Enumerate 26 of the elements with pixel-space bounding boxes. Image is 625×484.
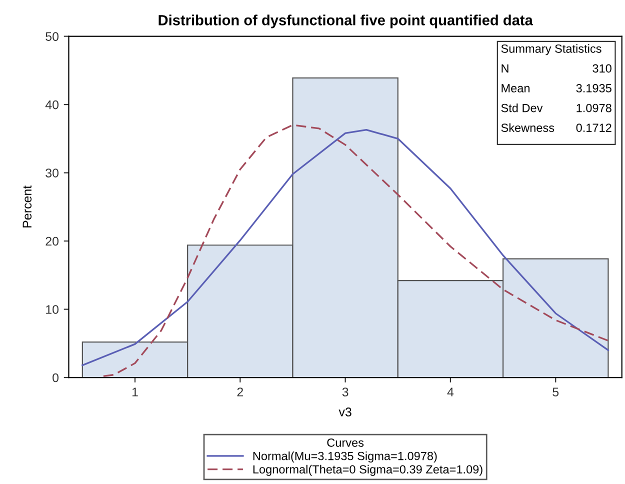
- annotation: 0.1712: [576, 124, 612, 132]
- y-tick-label: 20: [46, 236, 59, 246]
- y-tick-label: 30: [46, 168, 59, 178]
- y-axis-title: Percent: [22, 185, 32, 228]
- annotation: N: [502, 64, 508, 72]
- annotation: Std Dev: [501, 104, 543, 112]
- annotation: 3.1935: [576, 84, 612, 92]
- annotation: 310: [592, 64, 612, 73]
- x-tick-label: 4: [447, 388, 454, 396]
- annotation: Summary Statistics: [501, 44, 602, 56]
- annotation: Skewness: [501, 123, 554, 132]
- x-tick-label: 3: [342, 388, 348, 396]
- x-axis-title: v3: [338, 408, 352, 416]
- chart-title: Distribution of dysfunctional five point quantified data: [158, 14, 533, 28]
- annotation: 1.0978: [576, 104, 612, 112]
- y-tick-label: 0: [52, 373, 59, 382]
- legend-label: Normal(Mu=3.1935 Sigma=1.0978): [253, 452, 437, 463]
- legend-label: Lognormal(Theta=0 Sigma=0.39 Zeta=1.09): [253, 464, 482, 476]
- y-tick-label: 40: [45, 100, 59, 110]
- x-tick-label: 1: [132, 388, 138, 396]
- annotation: Mean: [502, 84, 530, 92]
- y-tick-label: 10: [46, 305, 59, 314]
- legend-title: Curves: [327, 438, 364, 447]
- y-tick-label: 50: [46, 32, 59, 41]
- x-tick-label: 5: [552, 388, 559, 396]
- x-tick-label: 2: [237, 388, 244, 396]
